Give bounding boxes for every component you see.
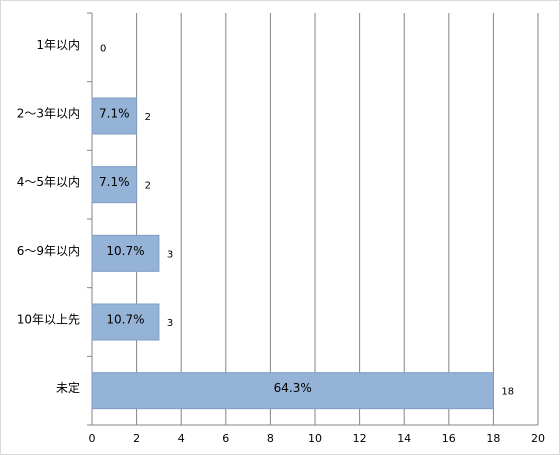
value-label: 18 xyxy=(501,387,514,398)
value-label: 3 xyxy=(167,318,173,329)
bar xyxy=(91,166,138,204)
percent-label: 64.3% xyxy=(274,381,312,395)
bar xyxy=(91,372,494,410)
percent-label: 7.1% xyxy=(99,107,130,121)
x-tick-label: 0 xyxy=(89,432,96,445)
y-tick-label: 未定 xyxy=(56,380,80,395)
bar xyxy=(91,303,160,341)
x-tick-label: 16 xyxy=(442,432,456,445)
y-tick-label: 2～3年以内 xyxy=(17,107,80,121)
x-tick-label: 2 xyxy=(133,432,140,445)
percent-label: 10.7% xyxy=(106,244,144,258)
percent-label: 7.1% xyxy=(99,175,130,189)
x-tick-label: 8 xyxy=(267,432,274,445)
y-tick-label: 10年以上先 xyxy=(17,313,80,327)
x-tick-label: 6 xyxy=(222,432,229,445)
x-tick-label: 20 xyxy=(531,432,545,445)
x-tick-label: 10 xyxy=(308,432,322,445)
x-tick-label: 18 xyxy=(486,432,500,445)
value-label: 0 xyxy=(100,43,106,54)
bar xyxy=(91,97,138,135)
y-tick-label: 1年以内 xyxy=(36,38,80,52)
percent-label: 10.7% xyxy=(106,313,144,327)
y-tick-label: 6～9年以内 xyxy=(17,244,80,258)
x-tick-label: 12 xyxy=(353,432,367,445)
value-label: 2 xyxy=(145,112,151,123)
x-tick-label: 4 xyxy=(178,432,185,445)
bar xyxy=(91,234,160,272)
y-tick-label: 4～5年以内 xyxy=(17,175,80,189)
value-label: 2 xyxy=(145,181,151,192)
value-label: 3 xyxy=(167,249,173,260)
x-tick-label: 14 xyxy=(397,432,411,445)
